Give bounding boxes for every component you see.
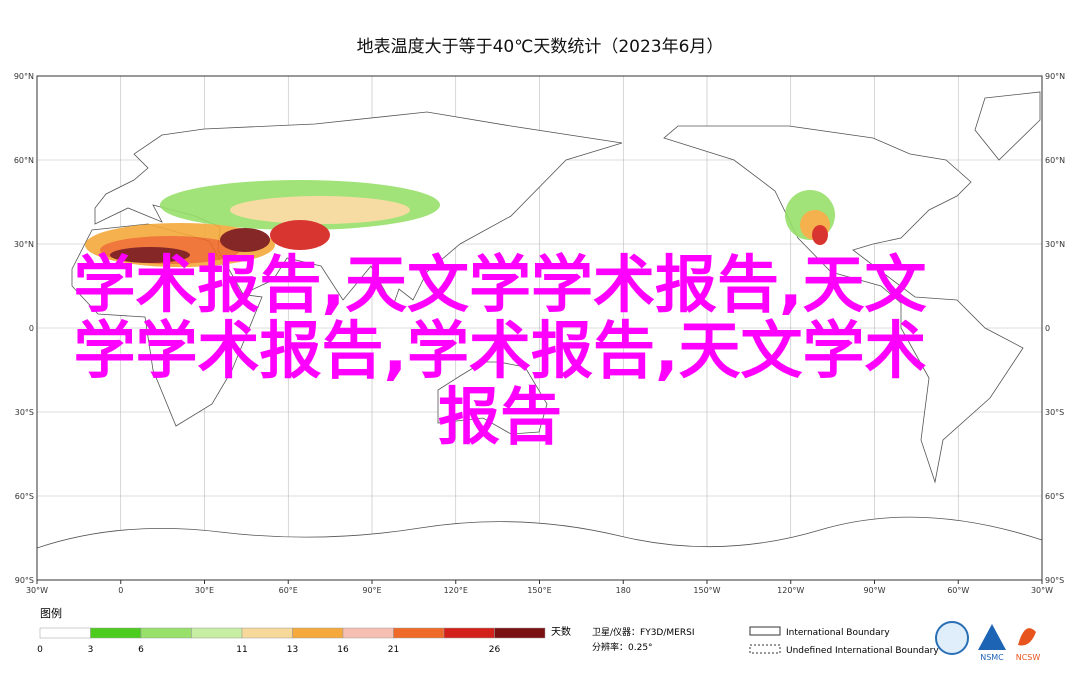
- nsmc-text: NSMC: [980, 653, 1004, 662]
- lat-label: 30°N: [1045, 240, 1065, 249]
- lat-label: 30°S: [15, 408, 34, 417]
- intl-boundary: International Boundary: [786, 628, 890, 638]
- lon-label: 120°W: [777, 586, 804, 595]
- lon-label: 150°W: [693, 586, 720, 595]
- colorbar-swatch: [393, 627, 445, 639]
- lon-label: 30°W: [26, 586, 48, 595]
- lat-label: 0: [1045, 324, 1050, 333]
- lon-label: 60°E: [279, 586, 298, 595]
- colorbar-swatch: [191, 627, 243, 639]
- lon-label: 150°E: [527, 586, 551, 595]
- lon-label: 90°W: [863, 586, 885, 595]
- overlay-text: 学术报告,天文学学术报告,天文: [73, 248, 927, 321]
- colorbar-swatch: [140, 627, 192, 639]
- colorbar-label: 0: [37, 645, 43, 655]
- legend-unit: 天数: [551, 625, 571, 638]
- lat-label: 90°S: [1045, 576, 1064, 585]
- lon-label: 30°W: [1031, 586, 1053, 595]
- nsmc-logo: [978, 624, 1006, 650]
- legend-title: 图例: [40, 606, 62, 620]
- boundary-symbol: [749, 626, 781, 636]
- colorbar-swatch: [241, 627, 293, 639]
- overlay-text: 报告: [437, 380, 562, 453]
- undefined-boundary: Undefined International Boundary: [786, 646, 939, 656]
- lon-label: 30°E: [195, 586, 214, 595]
- lat-label: 30°N: [14, 240, 34, 249]
- heat-patches: [85, 180, 835, 267]
- lat-label: 60°S: [15, 492, 34, 501]
- lat-label: 60°N: [1045, 156, 1065, 165]
- lon-label: 0: [118, 586, 123, 595]
- colorbar-label: 26: [489, 645, 501, 655]
- lat-label: 90°S: [15, 576, 34, 585]
- colorbar-swatch: [342, 627, 394, 639]
- colorbar-swatch: [443, 627, 495, 639]
- colorbar-label: 13: [287, 645, 298, 655]
- overlay-text: 学学术报告,学术报告,天文学术: [73, 314, 927, 387]
- lon-label: 120°E: [444, 586, 468, 595]
- colorbar-label: 3: [88, 645, 94, 655]
- colorbar-swatch: [292, 627, 344, 639]
- colorbar-label: 21: [388, 645, 399, 655]
- resolution: 分辨率：0.25°: [592, 641, 653, 653]
- colorbar-label: 16: [337, 645, 349, 655]
- colorbar-swatch: [494, 627, 546, 639]
- lon-label: 180: [616, 586, 631, 595]
- ncsw-text: NCSW: [1016, 653, 1041, 662]
- colorbar: 0 3 6 11 13 16 21 26: [37, 627, 546, 655]
- lat-label: 60°S: [1045, 492, 1064, 501]
- undefined-boundary-symbol: [749, 644, 781, 654]
- axis-labels: 90°N 90°N 60°N 60°N 30°N 30°N 0 0 30°S 30°S 60°S 60…: [14, 72, 1065, 595]
- lat-label: 90°N: [1045, 72, 1065, 81]
- ncsw-logo: [1018, 628, 1036, 646]
- lat-label: 90°N: [14, 72, 34, 81]
- colorbar-swatch: [90, 627, 142, 639]
- lon-label: 90°E: [362, 586, 381, 595]
- title: 地表温度大于等于40℃天数统计（2023年6月）: [357, 37, 724, 57]
- lat-label: 60°N: [14, 156, 34, 165]
- cma-logo: [935, 621, 969, 655]
- colorbar-label: 6: [138, 645, 144, 655]
- colorbar-swatch: [39, 627, 91, 639]
- lat-label: 30°S: [1045, 408, 1064, 417]
- sensor: 卫星/仪器：FY3D/MERSI: [592, 627, 694, 638]
- lat-label: 0: [29, 324, 34, 333]
- colorbar-label: 11: [236, 645, 247, 655]
- lon-label: 60°W: [947, 586, 969, 595]
